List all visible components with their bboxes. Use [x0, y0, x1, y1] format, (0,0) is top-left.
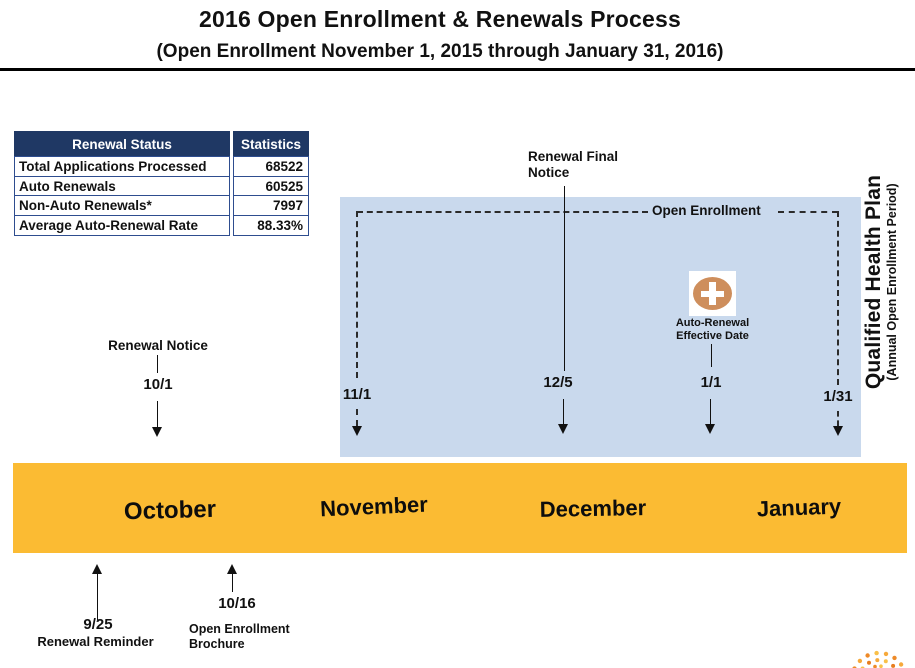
month-timeline-band [13, 463, 907, 553]
renewal-notice-date: 10/1 [143, 376, 173, 393]
row-value: 60525 [233, 175, 309, 197]
renewal-reminder-arrow-shaft [97, 573, 98, 620]
column-header-statistics: Statistics [233, 131, 309, 158]
renewal-notice-label: Renewal Notice [108, 338, 208, 353]
row-label: Auto Renewals [14, 175, 230, 197]
brochure-date: 10/16 [218, 595, 256, 612]
table-row: Auto Renewals 60525 [14, 175, 309, 197]
brochure-line1: Open Enrollment [189, 622, 290, 636]
row-value: 7997 [233, 195, 309, 217]
month-december: December [539, 495, 647, 522]
open-enrollment-label: Open Enrollment [652, 203, 761, 218]
renewal-final-notice-line [564, 186, 565, 371]
page-subtitle: (Open Enrollment November 1, 2015 throug… [156, 41, 724, 62]
renewal-reminder-label: Renewal Reminder [37, 634, 154, 649]
table-row: Non-Auto Renewals* 7997 [14, 195, 309, 217]
qhp-title: Qualified Health Plan [862, 174, 885, 390]
renewal-final-notice-label: Renewal Final Notice [528, 149, 638, 180]
renewal-reminder-date: 9/25 [83, 616, 113, 633]
table-row: Total Applications Processed 68522 [14, 156, 309, 178]
open-enrollment-start-date: 11/1 [342, 386, 372, 403]
renewal-final-notice-arrowhead-icon [558, 424, 568, 434]
open-enrollment-dash-top-left [357, 211, 648, 213]
auto-renewal-arrow-shaft [710, 399, 711, 426]
renewal-notice-arrow-shaft [157, 401, 158, 429]
title-divider [0, 68, 915, 71]
column-header-renewal-status: Renewal Status [14, 131, 230, 158]
auto-renewal-label: Auto-Renewal Effective Date [660, 317, 765, 342]
start-arrowhead-icon [352, 426, 362, 436]
qhp-subtitle: (Annual Open Enrollment Period) [885, 183, 899, 381]
open-enrollment-dash-right [837, 211, 839, 385]
auto-renewal-line1: Auto-Renewal [675, 317, 750, 329]
page-title: 2016 Open Enrollment & Renewals Process [198, 6, 682, 32]
row-value: 88.33% [233, 214, 309, 236]
end-arrowhead-icon [833, 426, 843, 436]
month-october: October [123, 495, 217, 526]
row-value: 68522 [233, 156, 309, 178]
month-january: January [756, 493, 842, 522]
auto-renewal-tick [711, 344, 712, 367]
renewal-final-notice-line1: Renewal Final [528, 149, 619, 164]
plus-icon [693, 277, 732, 310]
renewal-reminder-arrowhead-icon [92, 564, 102, 574]
brochure-label: Open Enrollment Brochure [189, 622, 309, 651]
renewal-notice-tick [157, 355, 158, 373]
row-label: Total Applications Processed [14, 156, 230, 178]
renewal-stats-table: Renewal Status Statistics Total Applicat… [14, 131, 309, 236]
open-enrollment-dash-left [356, 211, 358, 378]
auto-renewal-arrowhead-icon [705, 424, 715, 434]
open-enrollment-dash-top-right [778, 211, 838, 213]
renewal-notice-arrowhead-icon [152, 427, 162, 437]
table-header-row: Renewal Status Statistics [14, 131, 309, 158]
row-label: Non-Auto Renewals* [14, 195, 230, 217]
open-enrollment-end-date: 1/31 [823, 388, 853, 405]
brochure-arrowhead-icon [227, 564, 237, 574]
renewal-final-notice-arrow-shaft [563, 399, 564, 426]
table-row: Average Auto-Renewal Rate 88.33% [14, 214, 309, 236]
end-arrow-shaft [837, 411, 839, 426]
renewal-final-notice-date: 12/5 [543, 374, 573, 391]
qhp-enrollment-region [340, 197, 861, 457]
brochure-line2: Brochure [189, 636, 245, 651]
start-arrow-shaft [356, 409, 358, 426]
brochure-arrow-shaft [232, 573, 233, 592]
auto-renewal-card [689, 271, 736, 316]
qualified-health-plan-caption: Qualified Health Plan (Annual Open Enrol… [862, 134, 905, 430]
renewal-final-notice-line2: Notice [528, 164, 570, 180]
auto-renewal-date: 1/1 [700, 374, 722, 391]
row-label: Average Auto-Renewal Rate [14, 214, 230, 236]
auto-renewal-line2: Effective Date [676, 329, 749, 342]
sunburst-logo [852, 650, 904, 668]
